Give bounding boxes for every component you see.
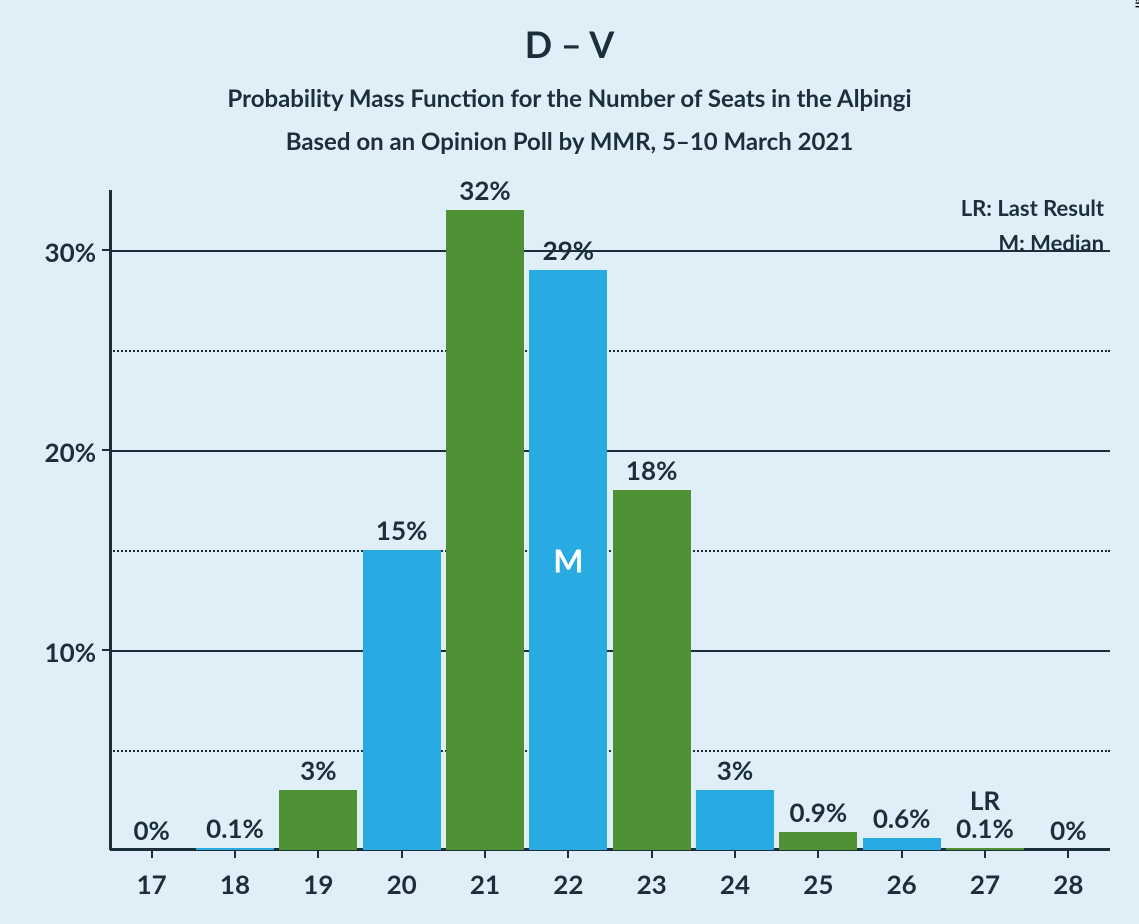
gridline-major: 10%	[110, 650, 1110, 652]
bar-value-label: 32%	[459, 174, 510, 210]
chart-container: © 2021 Filip van Laenen D – V Probabilit…	[0, 0, 1139, 924]
x-tick-mark	[151, 850, 153, 858]
bar-value-label: 0.6%	[873, 802, 931, 838]
bar-value-label: 0.9%	[789, 796, 847, 832]
bar: 18%	[613, 490, 691, 850]
gridline-minor	[110, 550, 1110, 552]
bar-value-label: 15%	[376, 514, 427, 550]
y-tick-mark	[102, 649, 110, 651]
legend-lr: LR: Last Result	[961, 194, 1104, 221]
bar: 15%	[363, 550, 441, 850]
x-tick-mark	[317, 850, 319, 858]
x-tick-mark	[651, 850, 653, 858]
chart-subtitle-1: Probability Mass Function for the Number…	[0, 66, 1139, 113]
y-tick-mark	[102, 249, 110, 251]
x-tick-mark	[984, 850, 986, 858]
bar-value-label: 3%	[300, 754, 336, 790]
bar: 0.9%	[779, 832, 857, 850]
bar-value-label: 3%	[717, 754, 753, 790]
x-tick-mark	[484, 850, 486, 858]
legend: LR: Last Result M: Median	[961, 194, 1104, 264]
bar: 3%	[696, 790, 774, 850]
bar-value-label: 29%	[543, 234, 594, 270]
bar: 32%	[446, 210, 524, 850]
x-tick-mark	[817, 850, 819, 858]
y-tick-label: 20%	[45, 436, 110, 468]
bar: 0.6%	[863, 838, 941, 850]
plot: 10%20%30%0%170.1%183%1915%2032%2129%M221…	[110, 190, 1110, 850]
y-axis-line	[109, 190, 112, 850]
x-tick-mark	[567, 850, 569, 858]
gridline-major: 20%	[110, 450, 1110, 452]
y-tick-mark	[102, 449, 110, 451]
bar-value-label: 18%	[626, 454, 677, 490]
copyright-text: © 2021 Filip van Laenen	[1133, 0, 1139, 8]
chart-subtitle-2: Based on an Opinion Poll by MMR, 5–10 Ma…	[0, 113, 1139, 156]
legend-m: M: Median	[961, 229, 1104, 256]
x-tick-mark	[234, 850, 236, 858]
bar: 3%	[279, 790, 357, 850]
gridline-minor	[110, 750, 1110, 752]
y-tick-label: 30%	[45, 236, 110, 268]
x-tick-mark	[734, 850, 736, 858]
x-tick-mark	[901, 850, 903, 858]
x-tick-mark	[401, 850, 403, 858]
bar-value-label: 0%	[133, 814, 169, 850]
chart-title: D – V	[0, 0, 1139, 66]
bar-value-label: 0.1%	[956, 812, 1014, 848]
y-tick-label: 10%	[45, 636, 110, 668]
x-tick-mark	[1067, 850, 1069, 858]
bar-value-label: 0%	[1050, 814, 1086, 850]
median-marker: M	[553, 541, 583, 580]
plot-area: 10%20%30%0%170.1%183%1915%2032%2129%M221…	[110, 190, 1110, 850]
bar-value-label: 0.1%	[206, 812, 264, 848]
gridline-minor	[110, 350, 1110, 352]
bar: 29%M	[529, 270, 607, 850]
